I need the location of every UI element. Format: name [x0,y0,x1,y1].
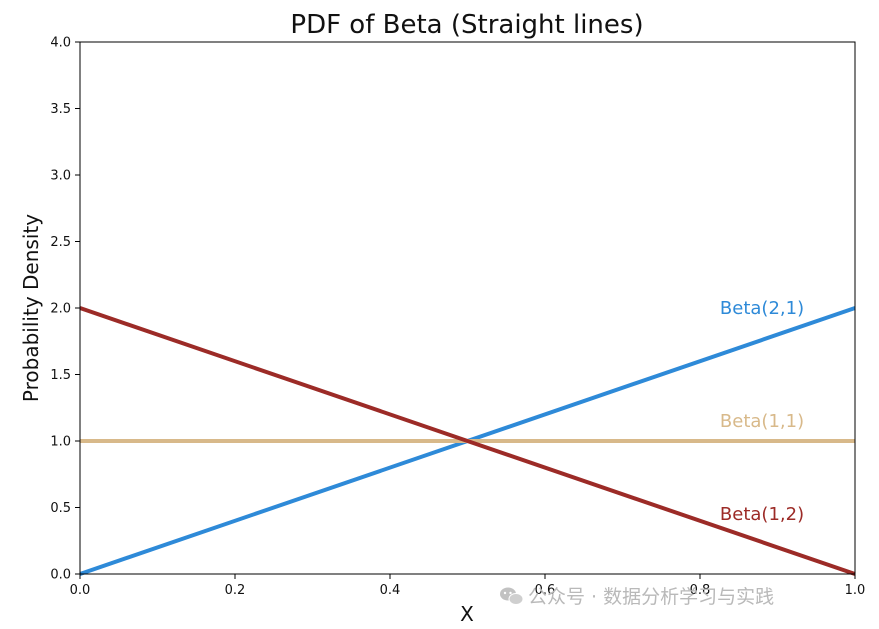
y-tick-label: 1.0 [50,435,71,450]
series-annotation: Beta(2,1) [720,298,804,319]
y-tick-label: 2.0 [50,302,71,317]
y-tick-label: 3.0 [50,169,71,184]
x-tick-label: 0.0 [70,583,91,598]
y-tick-label: 0.0 [50,568,71,583]
wechat-icon [500,587,524,605]
x-tick-label: 0.4 [380,583,401,598]
y-tick-label: 3.5 [50,102,71,117]
y-tick-label: 0.5 [50,501,71,516]
y-tick-label: 2.5 [50,235,71,250]
series-layer [79,306,856,576]
ticks-layer: 0.0 0.2 0.4 0.6 0.8 1.0 0.0 0.5 1.0 1.5 2.0 2.5 3.0 3… [50,36,865,599]
watermark: 公众号 · 数据分析学习与实践 [500,586,774,608]
x-tick-label: 0.2 [225,583,246,598]
y-tick-label: 1.5 [50,368,71,383]
x-axis-label: X [460,602,474,626]
chart-title: PDF of Beta (Straight lines) [290,10,643,40]
annotation-layer: Beta(2,1) Beta(1,1) Beta(1,2) [720,298,804,525]
x-tick-label: 0.6 [535,583,556,598]
watermark-text: 公众号 · 数据分析学习与实践 [528,586,774,608]
series-line [79,306,856,576]
y-tick-label: 4.0 [50,36,71,51]
y-axis-label: Probability Density [19,214,43,402]
series-annotation: Beta(1,2) [720,504,804,525]
series-annotation: Beta(1,1) [720,411,804,432]
x-tick-label: 1.0 [845,583,866,598]
x-tick-label: 0.8 [690,583,711,598]
